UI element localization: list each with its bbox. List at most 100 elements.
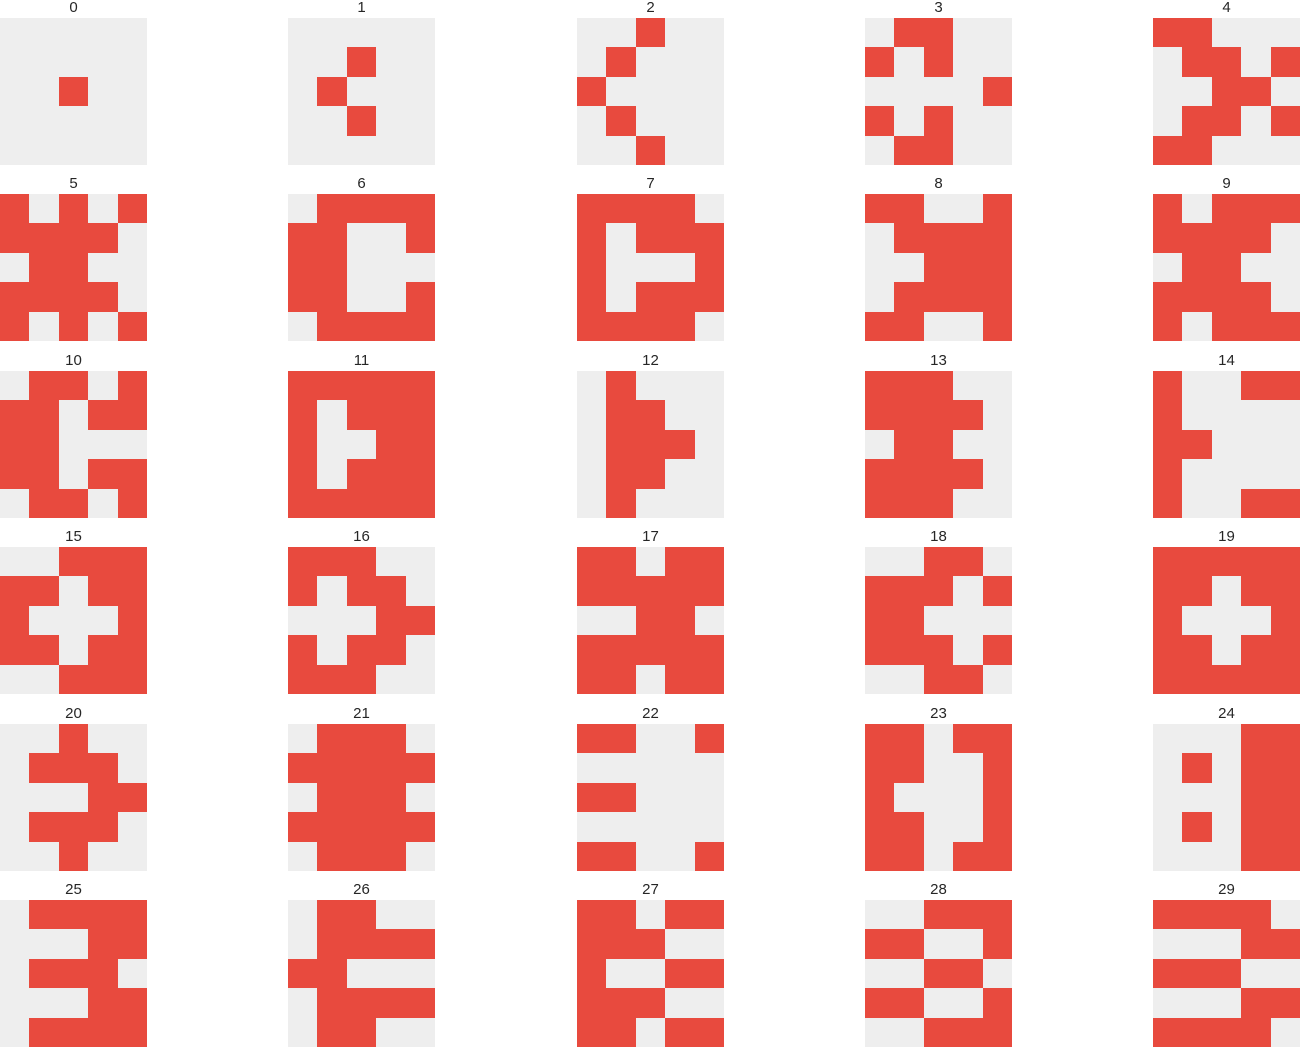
cell-off — [1211, 18, 1242, 48]
panel-title: 27 — [642, 881, 659, 898]
cell-off — [865, 76, 895, 107]
cell-on — [953, 664, 983, 694]
cell-on — [376, 724, 406, 754]
pattern-panel: 10 — [0, 353, 147, 518]
cell-on — [982, 76, 1012, 107]
cell-off — [982, 47, 1012, 77]
cell-off — [635, 1017, 666, 1047]
cell-on — [376, 429, 406, 460]
pattern-cells — [865, 194, 1012, 341]
pattern-cells — [577, 900, 724, 1047]
cell-on — [894, 194, 924, 224]
cell-off — [923, 194, 954, 224]
cell-on — [665, 311, 695, 341]
cell-on — [405, 605, 435, 636]
cell-on — [865, 194, 895, 224]
cell-on — [665, 194, 695, 224]
cell-off — [288, 782, 318, 813]
cell-off — [606, 76, 636, 107]
cell-on — [58, 282, 89, 312]
cell-on — [405, 753, 435, 783]
cell-on — [923, 106, 954, 136]
cell-off — [29, 664, 59, 694]
cell-on — [1153, 194, 1183, 224]
cell-off — [0, 841, 30, 871]
cell-off — [88, 106, 118, 136]
cell-on — [923, 47, 954, 77]
cell-off — [1182, 605, 1212, 636]
cell-on — [317, 488, 347, 518]
cell-on — [88, 400, 118, 430]
cell-on — [923, 459, 954, 489]
cell-on — [606, 841, 636, 871]
cell-off — [923, 841, 954, 871]
cell-on — [923, 371, 954, 401]
pattern-panel: 29 — [1153, 882, 1300, 1047]
cell-off — [953, 929, 983, 959]
cell-on — [1241, 900, 1271, 930]
cell-on — [1270, 47, 1300, 77]
cell-off — [577, 459, 607, 489]
cell-off — [953, 429, 983, 460]
cell-off — [982, 547, 1012, 577]
cell-off — [953, 47, 983, 77]
pattern-panel: 18 — [865, 529, 1012, 694]
cell-on — [376, 371, 406, 401]
cell-on — [1241, 576, 1271, 606]
cell-off — [635, 724, 666, 754]
pattern-panel: 26 — [288, 882, 435, 1047]
cell-off — [317, 47, 347, 77]
cell-off — [1182, 841, 1212, 871]
cell-on — [58, 76, 89, 107]
cell-on — [346, 488, 377, 518]
cell-on — [58, 664, 89, 694]
cell-on — [88, 282, 118, 312]
cell-on — [376, 841, 406, 871]
cell-on — [865, 812, 895, 842]
cell-off — [117, 223, 147, 253]
cell-on — [1241, 76, 1271, 107]
cell-off — [376, 958, 406, 989]
panel-title: 14 — [1218, 352, 1235, 369]
cell-off — [58, 605, 89, 636]
cell-on — [1241, 812, 1271, 842]
cell-off — [1241, 958, 1271, 989]
cell-on — [117, 576, 147, 606]
cell-off — [117, 47, 147, 77]
cell-off — [923, 753, 954, 783]
cell-on — [865, 724, 895, 754]
cell-on — [694, 958, 724, 989]
cell-off — [894, 900, 924, 930]
cell-on — [1182, 900, 1212, 930]
panel-title: 26 — [353, 881, 370, 898]
cell-on — [1211, 900, 1242, 930]
pattern-panel: 2 — [577, 0, 724, 165]
cell-off — [88, 488, 118, 518]
cell-off — [1153, 988, 1183, 1018]
cell-on — [635, 605, 666, 636]
cell-on — [1270, 371, 1300, 401]
cell-off — [865, 18, 895, 48]
cell-off — [29, 18, 59, 48]
cell-off — [376, 76, 406, 107]
cell-off — [346, 76, 377, 107]
cell-on — [865, 605, 895, 636]
cell-off — [665, 812, 695, 842]
cell-off — [1270, 400, 1300, 430]
cell-off — [29, 782, 59, 813]
cell-off — [1182, 76, 1212, 107]
cell-off — [1182, 988, 1212, 1018]
cell-off — [694, 371, 724, 401]
cell-off — [405, 252, 435, 283]
cell-off — [577, 429, 607, 460]
cell-on — [1270, 605, 1300, 636]
cell-off — [953, 135, 983, 165]
cell-off — [88, 311, 118, 341]
cell-on — [88, 1017, 118, 1047]
cell-on — [1153, 400, 1183, 430]
cell-off — [1241, 106, 1271, 136]
cell-off — [29, 194, 59, 224]
cell-on — [376, 929, 406, 959]
cell-on — [346, 311, 377, 341]
cell-on — [577, 76, 607, 107]
